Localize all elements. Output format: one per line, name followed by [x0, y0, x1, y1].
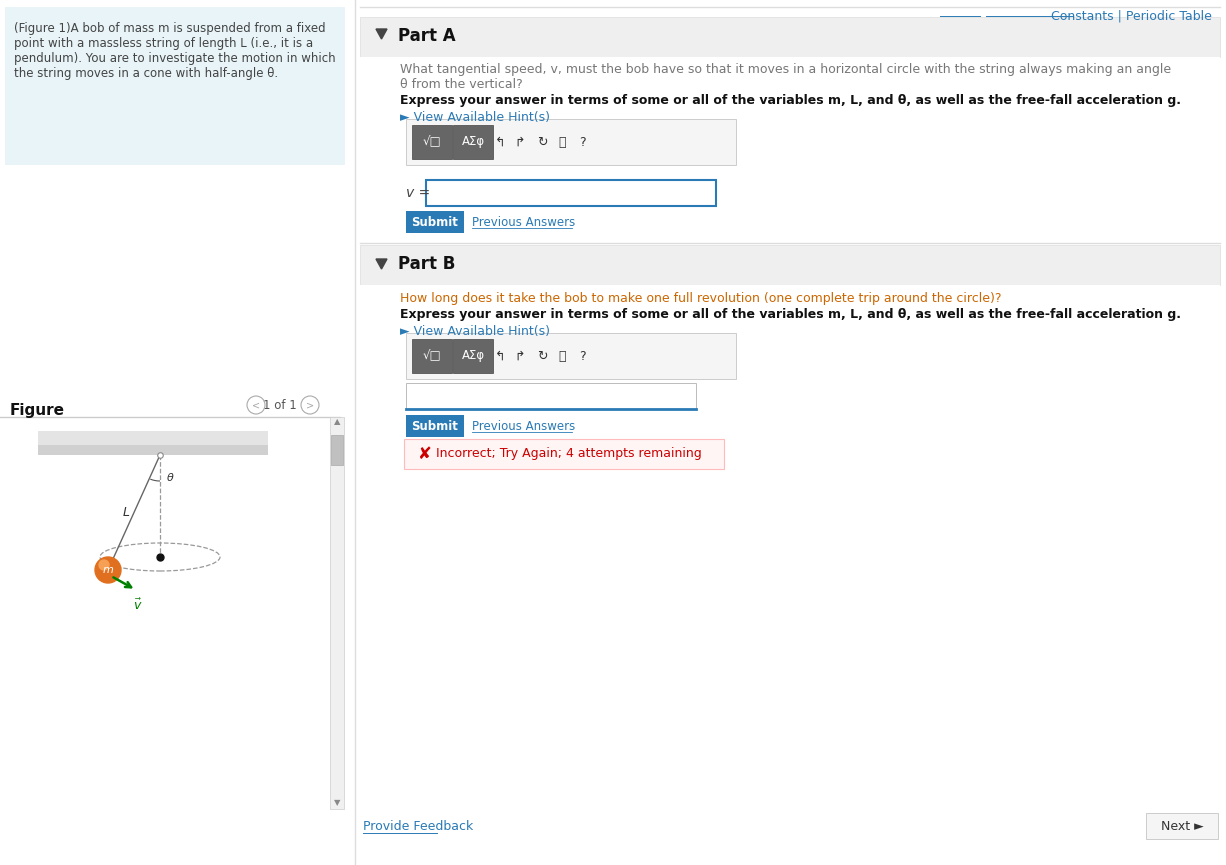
FancyBboxPatch shape	[360, 57, 1220, 255]
Text: Express your answer in terms of some or all of the variables m, L, and θ, as wel: Express your answer in terms of some or …	[400, 94, 1181, 107]
Text: $\vec{v}$: $\vec{v}$	[134, 598, 142, 613]
FancyBboxPatch shape	[406, 383, 696, 409]
Text: ↻: ↻	[537, 349, 547, 362]
Text: ↰: ↰	[495, 136, 505, 149]
Text: Provide Feedback: Provide Feedback	[363, 821, 473, 834]
Text: ?: ?	[579, 136, 585, 149]
FancyBboxPatch shape	[38, 431, 268, 455]
Circle shape	[99, 560, 109, 570]
Text: ↱: ↱	[515, 349, 525, 362]
FancyBboxPatch shape	[38, 431, 268, 445]
FancyBboxPatch shape	[360, 17, 1220, 57]
Text: Express your answer in terms of some or all of the variables m, L, and θ, as wel: Express your answer in terms of some or …	[400, 308, 1181, 321]
Text: Constants | Periodic Table: Constants | Periodic Table	[1051, 9, 1213, 22]
Text: √□: √□	[423, 136, 441, 149]
Text: 1 of 1: 1 of 1	[264, 399, 297, 412]
Text: Submit: Submit	[412, 420, 459, 432]
Text: ↱: ↱	[515, 136, 525, 149]
FancyBboxPatch shape	[406, 415, 463, 437]
Text: the string moves in a cone with half-angle θ.: the string moves in a cone with half-ang…	[13, 67, 278, 80]
Text: Part B: Part B	[398, 255, 455, 273]
FancyBboxPatch shape	[331, 435, 343, 465]
Text: point with a massless string of length L (i.e., it is a: point with a massless string of length L…	[13, 37, 313, 50]
Text: ► View Available Hint(s): ► View Available Hint(s)	[400, 325, 550, 338]
Text: What tangential speed, v, must the bob have so that it moves in a horizontal cir: What tangential speed, v, must the bob h…	[400, 63, 1171, 76]
Circle shape	[94, 557, 121, 583]
FancyBboxPatch shape	[425, 180, 716, 206]
FancyBboxPatch shape	[452, 125, 493, 159]
Text: How long does it take the bob to make one full revolution (one complete trip aro: How long does it take the bob to make on…	[400, 292, 1002, 305]
Text: √□: √□	[423, 349, 441, 362]
FancyBboxPatch shape	[360, 285, 1220, 565]
Text: pendulum). You are to investigate the motion in which: pendulum). You are to investigate the mo…	[13, 52, 336, 65]
Text: θ from the vertical?: θ from the vertical?	[400, 78, 522, 91]
Text: Part A: Part A	[398, 27, 456, 45]
FancyBboxPatch shape	[405, 439, 725, 469]
Text: Figure: Figure	[10, 403, 65, 418]
FancyBboxPatch shape	[406, 211, 463, 233]
Text: Next ►: Next ►	[1161, 819, 1204, 832]
Text: ▼: ▼	[333, 798, 341, 807]
FancyBboxPatch shape	[330, 417, 345, 809]
Text: ⎕: ⎕	[558, 349, 565, 362]
Text: ?: ?	[579, 349, 585, 362]
Text: ✘: ✘	[418, 445, 432, 463]
Text: >: >	[306, 400, 314, 410]
Text: AΣφ: AΣφ	[461, 349, 484, 362]
Text: (Figure 1)A bob of mass m is suspended from a fixed: (Figure 1)A bob of mass m is suspended f…	[13, 22, 326, 35]
Text: L: L	[123, 506, 130, 519]
Text: ↰: ↰	[495, 349, 505, 362]
Text: Previous Answers: Previous Answers	[472, 215, 575, 228]
Text: ↻: ↻	[537, 136, 547, 149]
FancyBboxPatch shape	[406, 119, 736, 165]
Text: ► View Available Hint(s): ► View Available Hint(s)	[400, 111, 550, 124]
Text: ▲: ▲	[333, 417, 341, 426]
FancyBboxPatch shape	[1146, 813, 1217, 839]
Text: θ: θ	[167, 473, 174, 483]
FancyBboxPatch shape	[452, 339, 493, 373]
Text: <: <	[251, 400, 260, 410]
Text: v =: v =	[406, 186, 430, 200]
FancyBboxPatch shape	[5, 7, 345, 165]
FancyBboxPatch shape	[412, 339, 452, 373]
FancyBboxPatch shape	[406, 333, 736, 379]
Text: Previous Answers: Previous Answers	[472, 420, 575, 432]
Text: ⎕: ⎕	[558, 136, 565, 149]
Polygon shape	[376, 29, 387, 39]
FancyBboxPatch shape	[412, 125, 452, 159]
Text: Incorrect; Try Again; 4 attempts remaining: Incorrect; Try Again; 4 attempts remaini…	[436, 447, 701, 460]
Text: m: m	[103, 565, 114, 575]
Polygon shape	[376, 259, 387, 269]
Text: AΣφ: AΣφ	[461, 136, 484, 149]
FancyBboxPatch shape	[360, 245, 1220, 285]
Text: Submit: Submit	[412, 215, 459, 228]
